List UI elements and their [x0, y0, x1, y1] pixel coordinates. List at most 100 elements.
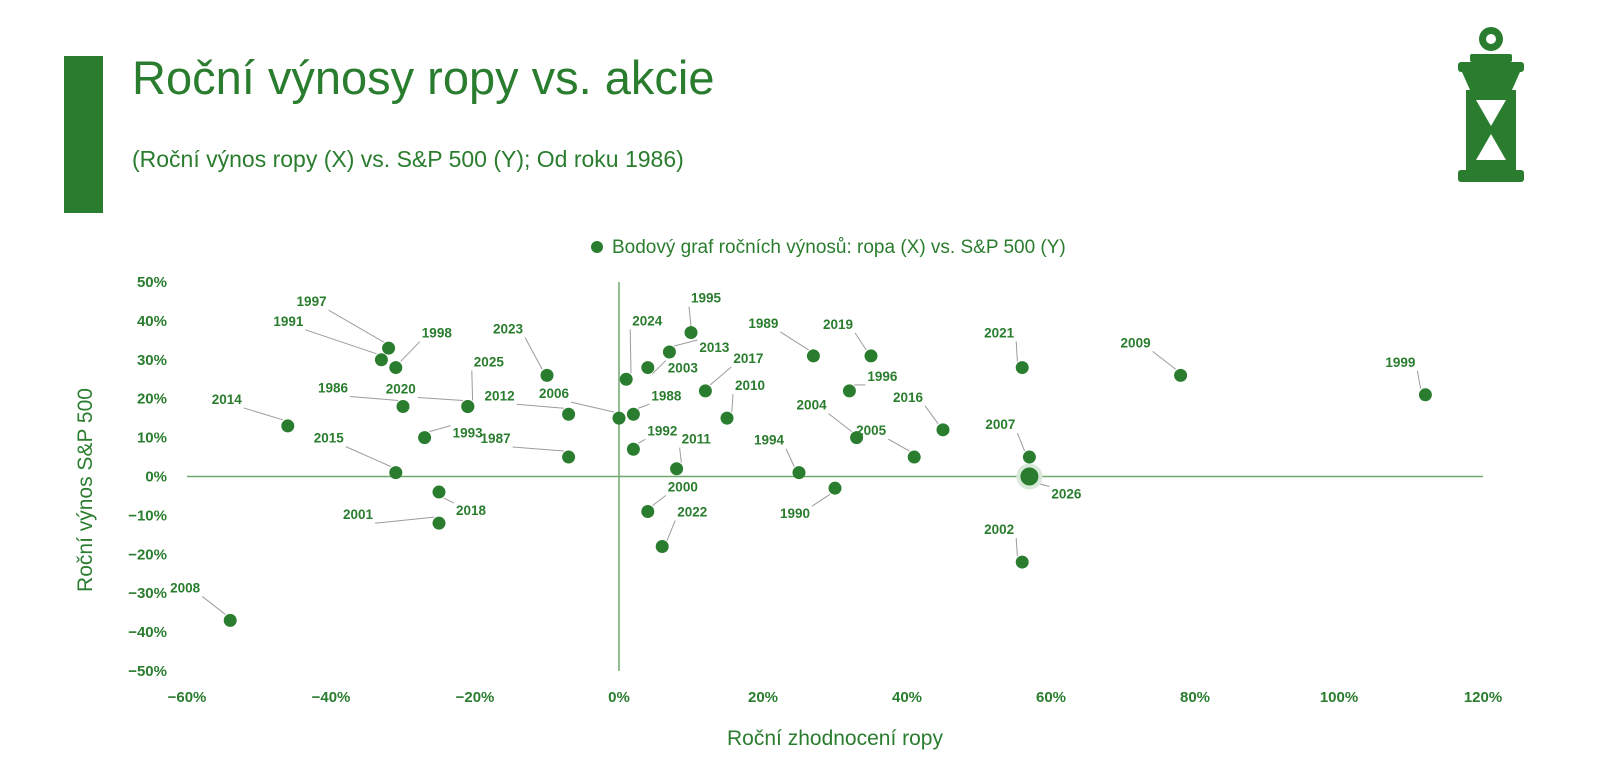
leader-line	[854, 332, 867, 351]
data-point	[612, 411, 626, 425]
leader-line	[429, 425, 451, 433]
point-label: 2010	[735, 378, 765, 393]
y-tick-label: 0%	[145, 469, 167, 486]
point-label: 2026	[1051, 487, 1082, 502]
point-label: 2020	[386, 381, 416, 396]
leader-line	[243, 407, 284, 421]
data-point	[1015, 555, 1029, 569]
data-point	[641, 361, 655, 375]
y-tick-label: 30%	[137, 352, 167, 369]
leader-line	[328, 309, 385, 343]
data-point	[1020, 467, 1039, 486]
leader-line	[679, 447, 682, 463]
y-tick-label: 20%	[137, 391, 167, 408]
point-label: 2015	[314, 431, 345, 446]
leader-line	[666, 520, 676, 541]
leader-line	[688, 306, 692, 327]
data-point	[842, 384, 856, 398]
data-point	[461, 399, 475, 413]
data-point	[792, 466, 806, 480]
leader-line	[201, 596, 226, 615]
point-label: 2009	[1121, 335, 1151, 350]
leader-line	[811, 493, 831, 507]
leader-line	[785, 448, 795, 467]
point-label: 2011	[682, 432, 712, 447]
leader-line	[637, 438, 646, 444]
x-tick-label: 60%	[1036, 689, 1066, 706]
x-tick-label: −20%	[456, 689, 495, 706]
leader-line	[417, 396, 464, 401]
leader-line	[1416, 370, 1422, 389]
data-point	[389, 361, 403, 375]
data-point	[540, 368, 554, 382]
page-title: Roční výnosy ropy vs. akcie	[132, 51, 715, 104]
point-label: 2006	[539, 386, 570, 401]
leader-line	[709, 366, 732, 386]
point-label: 1991	[273, 314, 304, 329]
point-label: 2004	[797, 398, 828, 413]
data-point	[418, 431, 432, 445]
data-point	[432, 485, 446, 499]
leader-line	[349, 395, 399, 401]
point-label: 1993	[453, 426, 484, 441]
point-label: 2008	[170, 580, 201, 595]
lantern-icon	[1458, 27, 1524, 182]
x-tick-label: 0%	[608, 689, 630, 706]
point-label: 1996	[867, 369, 898, 384]
data-point	[864, 349, 878, 363]
point-label: 2021	[984, 326, 1015, 341]
data-point	[828, 481, 842, 495]
label-leader-lines	[201, 306, 1422, 615]
leader-line	[652, 495, 667, 506]
data-point	[626, 407, 640, 421]
x-tick-label: 40%	[892, 689, 922, 706]
data-point	[641, 505, 655, 519]
leader-line	[1015, 538, 1018, 557]
data-point	[1015, 361, 1029, 375]
point-labels: 1986 1987 1988 1989 1990 1991 1992 1993 1994 1995…	[170, 291, 1415, 596]
point-label: 2024	[632, 313, 663, 328]
x-tick-label: −40%	[312, 689, 351, 706]
data-point	[619, 372, 633, 386]
point-label: 2023	[493, 321, 524, 336]
leader-line	[516, 403, 564, 409]
data-point	[1022, 450, 1036, 464]
data-points	[223, 326, 1432, 627]
point-label: 2003	[668, 361, 699, 376]
data-point	[662, 345, 676, 359]
y-tick-label: 50%	[137, 274, 167, 291]
data-point	[936, 423, 950, 437]
legend-marker	[591, 241, 603, 253]
point-label: 2013	[699, 340, 730, 355]
page-subtitle: (Roční výnos ropy (X) vs. S&P 500 (Y); O…	[132, 146, 684, 172]
leader-line	[1015, 341, 1018, 362]
point-label: 1995	[691, 291, 722, 306]
point-label: 2016	[893, 390, 924, 405]
leader-line	[443, 497, 455, 504]
point-label: 1987	[481, 431, 511, 446]
leader-line	[1016, 432, 1026, 452]
leader-line	[638, 403, 650, 409]
leader-line	[629, 329, 632, 374]
point-label: 2000	[668, 480, 698, 495]
point-label: 1998	[422, 326, 453, 341]
data-point	[281, 419, 295, 433]
x-axis-title: Roční zhodnocení ropy	[727, 727, 943, 750]
x-tick-label: 120%	[1464, 689, 1502, 706]
leader-line	[674, 339, 698, 347]
data-point	[562, 407, 576, 421]
y-tick-label: 10%	[137, 430, 167, 447]
point-label: 2007	[985, 417, 1015, 432]
y-tick-label: −20%	[128, 546, 167, 563]
y-axis-title: Roční výnos S&P 500	[74, 388, 97, 592]
leader-line	[570, 401, 615, 413]
data-point	[655, 540, 669, 554]
leader-line	[400, 341, 421, 362]
chart-legend: Bodový graf ročních výnosů: ropa (X) vs.…	[591, 237, 1066, 258]
leader-line	[731, 394, 734, 413]
point-label: 2017	[733, 351, 763, 366]
leader-line	[1152, 350, 1177, 370]
data-point	[720, 411, 734, 425]
point-label: 2019	[823, 317, 853, 332]
